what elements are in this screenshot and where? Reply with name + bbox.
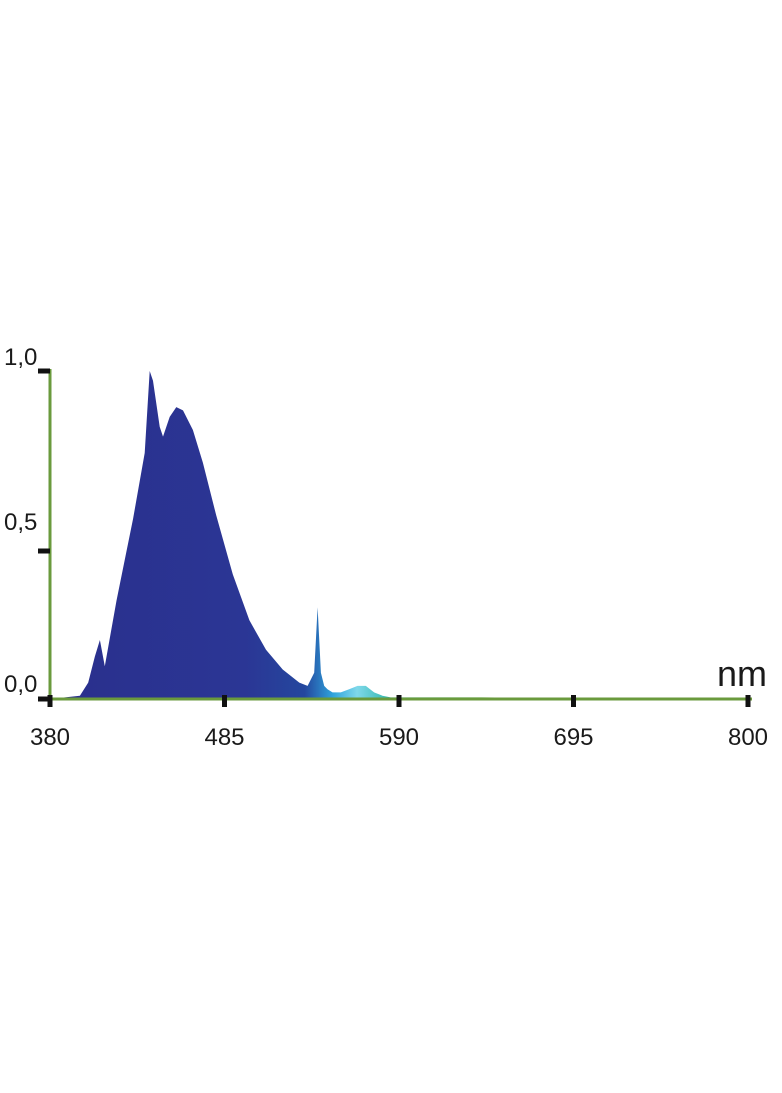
x-tick-mark <box>745 695 751 707</box>
y-ticks: 0,0 0,5 1,0 <box>4 344 50 702</box>
y-tick-label: 0,0 <box>4 671 37 698</box>
x-tick-label: 590 <box>379 724 419 751</box>
x-tick-mark <box>222 695 227 707</box>
x-axis-unit-label: nm <box>717 653 767 694</box>
x-tick-label: 485 <box>204 724 244 751</box>
spectrum-area <box>50 371 748 699</box>
y-tick-label: 0,5 <box>4 509 37 536</box>
y-tick-label: 1,0 <box>4 344 37 371</box>
x-tick-label: 800 <box>728 724 768 751</box>
x-tick-mark <box>396 695 402 707</box>
x-tick-label: 695 <box>553 724 593 751</box>
x-tick-mark <box>571 695 576 707</box>
y-tick-mark <box>38 368 50 374</box>
y-tick-mark <box>38 548 50 554</box>
x-ticks: 380 485 590 695 800 <box>30 695 768 751</box>
y-tick-mark <box>38 696 50 702</box>
x-tick-label: 380 <box>30 724 70 751</box>
